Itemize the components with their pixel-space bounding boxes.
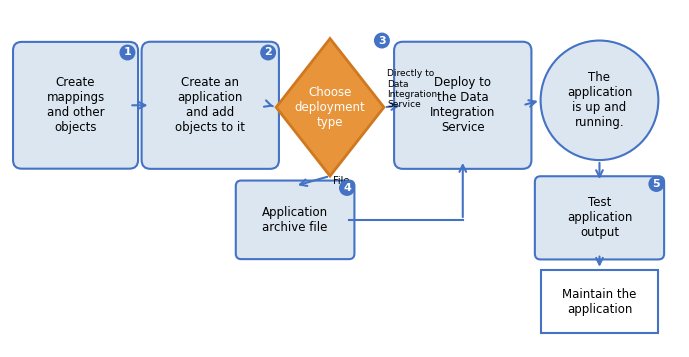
- Circle shape: [260, 45, 276, 60]
- Text: Directly to
Data
Integration
Service: Directly to Data Integration Service: [387, 69, 437, 110]
- Text: Choose
deployment
type: Choose deployment type: [295, 86, 365, 129]
- Circle shape: [374, 32, 390, 49]
- FancyBboxPatch shape: [142, 42, 279, 169]
- FancyBboxPatch shape: [394, 42, 531, 169]
- Text: 3: 3: [378, 36, 386, 46]
- Text: The
application
is up and
running.: The application is up and running.: [567, 71, 633, 129]
- Bar: [541, 270, 659, 333]
- Text: 1: 1: [123, 47, 132, 57]
- FancyBboxPatch shape: [236, 181, 354, 259]
- Text: Deploy to
the Data
Integration
Service: Deploy to the Data Integration Service: [430, 76, 495, 134]
- Text: File: File: [333, 176, 349, 186]
- Text: 4: 4: [343, 183, 351, 193]
- FancyBboxPatch shape: [13, 42, 138, 169]
- Text: Maintain the
application: Maintain the application: [562, 287, 637, 316]
- Text: Create
mappings
and other
objects: Create mappings and other objects: [46, 76, 105, 134]
- Ellipse shape: [541, 41, 659, 160]
- FancyBboxPatch shape: [535, 176, 664, 260]
- Circle shape: [648, 176, 664, 192]
- Text: 5: 5: [652, 179, 660, 189]
- Circle shape: [339, 180, 355, 196]
- Text: Application
archive file: Application archive file: [262, 206, 328, 234]
- Text: Create an
application
and add
objects to it: Create an application and add objects to…: [175, 76, 245, 134]
- Polygon shape: [276, 39, 384, 176]
- Circle shape: [119, 45, 136, 60]
- Text: Test
application
output: Test application output: [567, 196, 633, 239]
- Text: 2: 2: [265, 47, 272, 57]
